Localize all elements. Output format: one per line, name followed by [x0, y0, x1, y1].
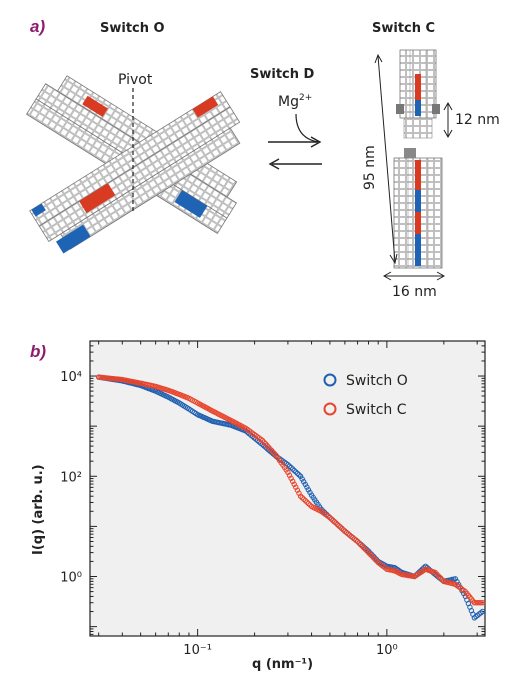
y-tick-label: 10⁴	[60, 370, 82, 385]
data-point	[336, 523, 342, 529]
data-point	[358, 542, 364, 548]
data-point	[479, 608, 486, 615]
x-axis-label: q (nm⁻¹)	[252, 657, 313, 672]
data-point	[373, 558, 380, 564]
data-point	[264, 445, 270, 452]
switch-o-red-block-3	[192, 96, 219, 118]
switch-c-red-block-2	[415, 160, 421, 190]
data-point	[361, 545, 367, 551]
data-point	[304, 499, 310, 505]
x-tick-label: 10⁰	[376, 643, 398, 658]
data-point	[297, 493, 304, 499]
data-point	[479, 600, 486, 606]
data-point	[307, 489, 313, 496]
forward-arrow	[268, 136, 322, 148]
pivot-label: Pivot	[118, 72, 153, 88]
data-point	[299, 495, 305, 501]
data-point	[305, 500, 312, 507]
series-switch-c	[96, 374, 486, 606]
switch-c-red-block-3	[415, 212, 421, 234]
switch-c-blue-block-3	[415, 234, 421, 266]
data-point	[301, 496, 307, 502]
data-point	[302, 497, 308, 504]
data-point	[328, 516, 335, 522]
switch-o-blue-block-1	[174, 190, 208, 218]
data-point	[476, 600, 482, 606]
data-point	[302, 481, 308, 488]
data-point	[301, 479, 307, 485]
data-point	[293, 469, 299, 475]
data-point	[337, 524, 344, 530]
data-point	[362, 546, 369, 553]
data-point	[333, 520, 339, 526]
axis-ticks: 10⁻¹ 10⁰ 10⁰ 10² 10⁴	[60, 340, 485, 658]
data-point	[296, 472, 302, 478]
switch-o-red-block-2	[79, 183, 116, 214]
dimension-12: 12 nm	[443, 101, 500, 139]
switch-c-structure	[393, 49, 443, 269]
data-point	[297, 473, 304, 479]
mg-label: Mg2+	[278, 93, 312, 110]
panel-b-label: b)	[30, 342, 46, 361]
switch-o-structure: Pivot	[25, 72, 241, 254]
legend-label-switch-c: Switch C	[346, 402, 407, 418]
data-point	[330, 517, 336, 523]
switch-c-blue-block-1	[415, 100, 421, 116]
data-point	[478, 600, 484, 606]
reverse-arrow	[268, 158, 322, 170]
switch-o-red-block-1	[82, 95, 108, 117]
panel-b: b) 10⁻¹ 10⁰ 10⁰ 10² 10⁴ Switch O Switch C q …	[30, 340, 486, 672]
data-point	[354, 538, 361, 545]
dim-12-label: 12 nm	[455, 112, 500, 128]
data-point	[305, 487, 312, 493]
data-point	[365, 549, 372, 556]
data-point	[334, 521, 341, 528]
legend-marker-switch-o	[323, 373, 337, 387]
mg-curve-arrow	[295, 113, 319, 143]
data-point	[304, 484, 310, 490]
data-point	[331, 519, 338, 525]
data-point	[291, 481, 297, 487]
data-point	[327, 514, 333, 521]
y-tick-label: 10²	[60, 470, 82, 485]
data-point	[290, 478, 296, 484]
data-point	[267, 446, 273, 452]
switch-d-title: Switch D	[250, 67, 315, 82]
switch-c-title: Switch C	[372, 21, 435, 36]
x-tick-label: 10⁻¹	[183, 643, 212, 658]
switch-o-blue-block-2	[56, 224, 91, 254]
legend-marker-switch-c	[323, 402, 337, 416]
data-points	[96, 374, 486, 621]
data-point	[370, 554, 377, 561]
data-point	[364, 548, 370, 554]
data-point	[290, 466, 296, 472]
panel-a: a) Switch O Switch C Switch D	[25, 17, 500, 300]
data-point	[261, 439, 267, 445]
dimension-95: 95 nm	[362, 53, 398, 265]
data-point	[345, 531, 351, 537]
dim-16-label: 16 nm	[392, 284, 437, 300]
data-point	[473, 600, 479, 606]
panel-a-label: a)	[30, 17, 45, 36]
dim-95-label: 95 nm	[362, 145, 378, 190]
legend: Switch O Switch C	[323, 373, 408, 418]
switch-c-red-block-1	[415, 74, 421, 100]
data-point	[339, 525, 345, 532]
data-point	[356, 540, 362, 546]
data-point	[359, 543, 365, 549]
legend-label-switch-o: Switch O	[346, 373, 408, 389]
y-axis-label: I(q) (arb. u.)	[31, 464, 46, 555]
data-point	[299, 476, 305, 482]
y-tick-label: 10⁰	[60, 571, 82, 586]
switch-o-blue-block-3	[31, 203, 46, 217]
data-point	[474, 600, 481, 606]
switch-o-title: Switch O	[100, 21, 165, 36]
data-point	[340, 527, 347, 533]
dimension-16: 16 nm	[382, 271, 446, 300]
switch-c-blue-block-2	[415, 190, 421, 212]
data-point	[285, 462, 291, 468]
